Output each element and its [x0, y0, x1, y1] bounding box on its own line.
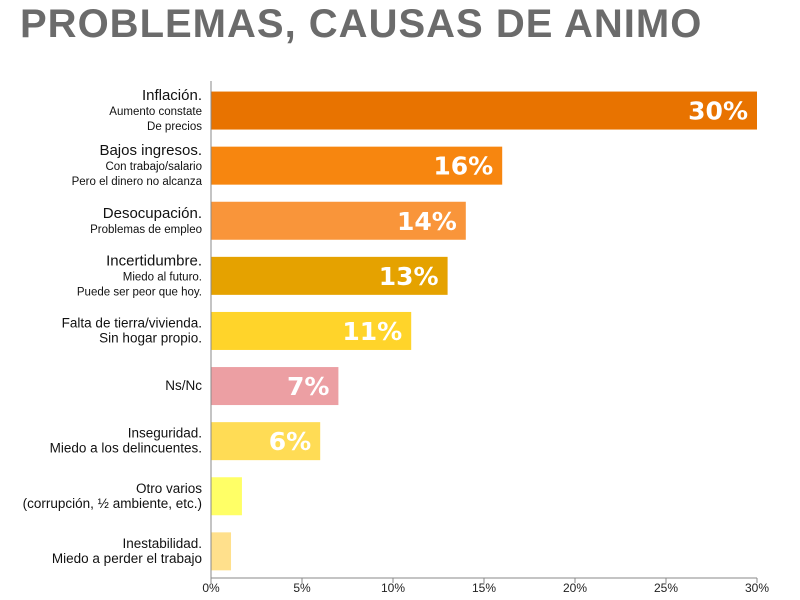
category-label: Incertidumbre.: [106, 252, 202, 269]
category-sublabel: (corrupción, ½ ambiente, etc.): [23, 496, 202, 511]
bar: [211, 201, 466, 240]
bar: [211, 422, 321, 461]
page-title: PROBLEMAS, CAUSAS DE ANIMO: [20, 2, 703, 46]
bar: [211, 367, 339, 406]
data-label: 11%: [342, 317, 402, 346]
x-tick-label: 15%: [472, 581, 496, 595]
data-label: 7%: [287, 372, 329, 401]
category-label: Inflación.: [142, 87, 202, 104]
category-sublabel: Problemas de empleo: [90, 224, 202, 236]
data-label: 13%: [379, 262, 439, 291]
data-label: 30%: [688, 97, 748, 126]
category-sublabel: Miedo a los delincuentes.: [50, 441, 202, 456]
category-sublabel: Ns/Nc: [165, 378, 202, 393]
data-label: 14%: [397, 207, 457, 236]
category-sublabel: De precios: [147, 121, 202, 133]
bar: [211, 91, 757, 130]
data-label: 16%: [433, 152, 493, 181]
category-label: Desocupación.: [103, 205, 202, 222]
category-sublabel: Inestabilidad.: [122, 536, 202, 551]
x-tick-label: 5%: [293, 581, 311, 595]
category-sublabel: Puede ser peor que hoy.: [77, 286, 202, 298]
bar: [211, 146, 503, 185]
bar: [211, 477, 242, 516]
category-label: Bajos ingresos.: [99, 142, 202, 159]
category-sublabel: Con trabajo/salario: [105, 161, 202, 173]
x-tick-label: 20%: [563, 581, 587, 595]
x-tick-label: 25%: [654, 581, 678, 595]
data-label: 6%: [269, 427, 311, 456]
bar: [211, 532, 232, 571]
category-sublabel: Aumento constate: [109, 106, 202, 118]
x-tick-label: 10%: [381, 581, 405, 595]
category-sublabel: Miedo al futuro.: [123, 271, 202, 283]
x-tick-label: 0%: [202, 581, 220, 595]
category-sublabel: Pero el dinero no alcanza: [72, 176, 203, 188]
category-sublabel: Sin hogar propio.: [99, 330, 202, 345]
category-sublabel: Miedo a perder el trabajo: [52, 551, 202, 566]
category-sublabel: Otro varios: [136, 481, 202, 496]
category-sublabel: Inseguridad.: [128, 426, 202, 441]
bar: [211, 311, 412, 350]
x-tick-label: 30%: [745, 581, 769, 595]
bar: [211, 256, 448, 295]
category-sublabel: Falta de tierra/vivienda.: [62, 315, 202, 330]
